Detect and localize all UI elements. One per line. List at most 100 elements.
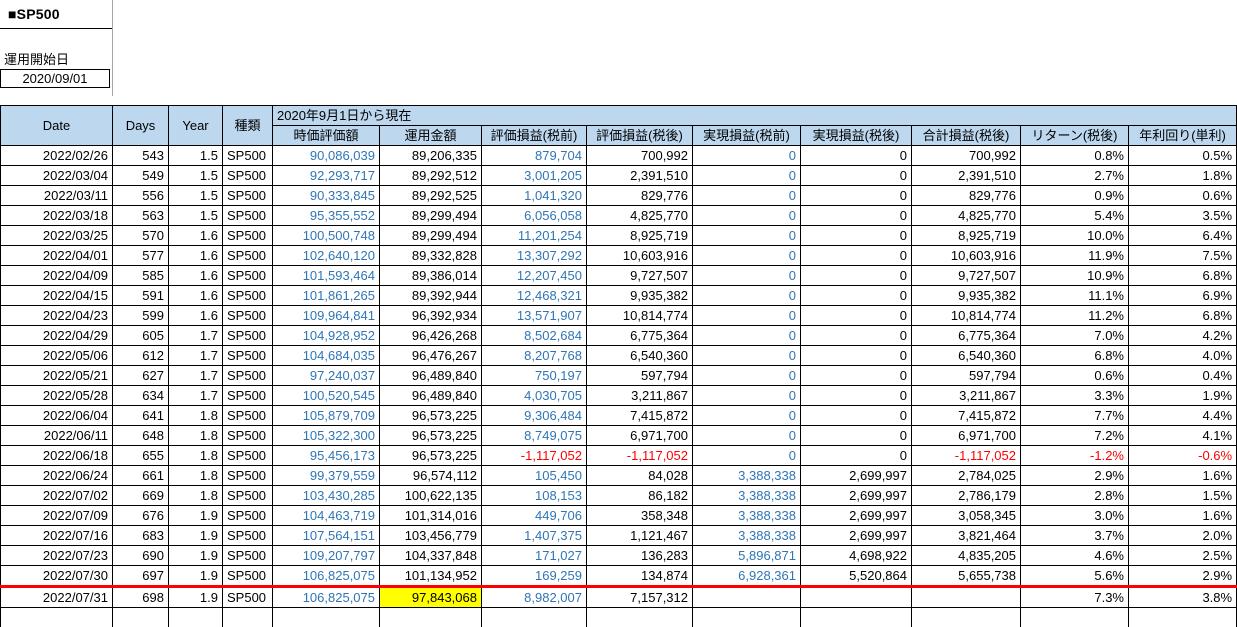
start-date-value-cell[interactable]: 2020/09/01	[0, 69, 110, 88]
col-header-unrealized-pretax[interactable]: 評価損益(税前)	[482, 126, 587, 146]
cell-empty[interactable]	[223, 608, 273, 627]
cell-invested-amount[interactable]: 89,392,944	[380, 286, 482, 306]
cell-unrealized-posttax[interactable]: -1,117,052	[587, 446, 693, 466]
cell-unrealized-pretax[interactable]: 8,502,684	[482, 326, 587, 346]
cell-return-posttax[interactable]: 2.7%	[1021, 166, 1129, 186]
cell-realized-posttax[interactable]: 0	[801, 226, 912, 246]
cell-invested-amount[interactable]: 96,426,268	[380, 326, 482, 346]
cell-invested-amount[interactable]: 96,574,112	[380, 466, 482, 486]
cell-kind[interactable]: SP500	[223, 286, 273, 306]
cell-kind[interactable]: SP500	[223, 426, 273, 446]
cell-market-value[interactable]: 105,322,300	[273, 426, 380, 446]
cell-total-posttax[interactable]: -1,117,052	[912, 446, 1021, 466]
cell-date[interactable]: 2022/04/29	[1, 326, 113, 346]
cell-annual-yield[interactable]: 7.5%	[1129, 246, 1237, 266]
col-header-total-posttax[interactable]: 合計損益(税後)	[912, 126, 1021, 146]
cell-total-posttax[interactable]: 8,925,719	[912, 226, 1021, 246]
cell-invested-amount[interactable]: 89,292,525	[380, 186, 482, 206]
cell-total-posttax[interactable]: 10,603,916	[912, 246, 1021, 266]
cell-annual-yield[interactable]: 1.9%	[1129, 386, 1237, 406]
cell-realized-pretax[interactable]: 0	[693, 226, 801, 246]
cell-year[interactable]: 1.6	[169, 286, 223, 306]
cell-year[interactable]: 1.9	[169, 546, 223, 566]
cell-kind[interactable]: SP500	[223, 306, 273, 326]
cell-realized-posttax[interactable]: 0	[801, 346, 912, 366]
cell-unrealized-posttax[interactable]: 9,727,507	[587, 266, 693, 286]
cell-realized-posttax[interactable]: 0	[801, 146, 912, 166]
cell-date[interactable]: 2022/07/16	[1, 526, 113, 546]
cell-annual-yield[interactable]: 1.6%	[1129, 506, 1237, 526]
cell-unrealized-posttax[interactable]: 597,794	[587, 366, 693, 386]
cell-market-value[interactable]: 95,355,552	[273, 206, 380, 226]
cell-unrealized-pretax[interactable]: 9,306,484	[482, 406, 587, 426]
cell-invested-amount[interactable]: 101,314,016	[380, 506, 482, 526]
cell-year[interactable]: 1.5	[169, 186, 223, 206]
cell-unrealized-pretax[interactable]: 8,982,007	[482, 587, 587, 608]
cell-annual-yield[interactable]: 0.5%	[1129, 146, 1237, 166]
cell-unrealized-posttax[interactable]: 829,776	[587, 186, 693, 206]
cell-unrealized-pretax[interactable]: 11,201,254	[482, 226, 587, 246]
cell-kind[interactable]: SP500	[223, 406, 273, 426]
cell-year[interactable]: 1.8	[169, 446, 223, 466]
cell-date[interactable]: 2022/07/09	[1, 506, 113, 526]
cell-realized-pretax[interactable]	[693, 587, 801, 608]
cell-market-value[interactable]: 90,333,845	[273, 186, 380, 206]
cell-year[interactable]: 1.8	[169, 406, 223, 426]
cell-date[interactable]: 2022/05/28	[1, 386, 113, 406]
cell-realized-posttax[interactable]: 0	[801, 446, 912, 466]
cell-kind[interactable]: SP500	[223, 146, 273, 166]
cell-market-value[interactable]: 104,684,035	[273, 346, 380, 366]
cell-total-posttax[interactable]: 7,415,872	[912, 406, 1021, 426]
cell-realized-posttax[interactable]: 0	[801, 246, 912, 266]
cell-total-posttax[interactable]: 2,784,025	[912, 466, 1021, 486]
col-header-market-value[interactable]: 時価評価額	[273, 126, 380, 146]
cell-days[interactable]: 698	[113, 587, 169, 608]
cell-days[interactable]: 655	[113, 446, 169, 466]
cell-unrealized-pretax[interactable]: 108,153	[482, 486, 587, 506]
cell-date[interactable]: 2022/04/01	[1, 246, 113, 266]
cell-unrealized-posttax[interactable]: 7,415,872	[587, 406, 693, 426]
cell-invested-amount[interactable]: 103,456,779	[380, 526, 482, 546]
cell-year[interactable]: 1.8	[169, 426, 223, 446]
cell-realized-pretax[interactable]: 0	[693, 446, 801, 466]
cell-realized-posttax[interactable]: 0	[801, 186, 912, 206]
cell-invested-amount[interactable]: 89,292,512	[380, 166, 482, 186]
cell-realized-posttax[interactable]: 0	[801, 326, 912, 346]
cell-market-value[interactable]: 99,379,559	[273, 466, 380, 486]
cell-kind[interactable]: SP500	[223, 546, 273, 566]
cell-total-posttax[interactable]: 6,540,360	[912, 346, 1021, 366]
cell-return-posttax[interactable]: 7.2%	[1021, 426, 1129, 446]
cell-total-posttax[interactable]: 10,814,774	[912, 306, 1021, 326]
cell-date[interactable]: 2022/02/26	[1, 146, 113, 166]
cell-unrealized-posttax[interactable]: 700,992	[587, 146, 693, 166]
cell-realized-pretax[interactable]: 6,928,361	[693, 566, 801, 587]
col-header-invested-amount[interactable]: 運用金額	[380, 126, 482, 146]
cell-unrealized-pretax[interactable]: 879,704	[482, 146, 587, 166]
cell-realized-pretax[interactable]: 0	[693, 146, 801, 166]
cell-year[interactable]: 1.8	[169, 486, 223, 506]
cell-market-value[interactable]: 104,463,719	[273, 506, 380, 526]
cell-empty[interactable]	[169, 608, 223, 627]
col-header-return-posttax[interactable]: リターン(税後)	[1021, 126, 1129, 146]
cell-year[interactable]: 1.7	[169, 346, 223, 366]
cell-unrealized-posttax[interactable]: 134,874	[587, 566, 693, 587]
cell-market-value[interactable]: 106,825,075	[273, 587, 380, 608]
cell-realized-pretax[interactable]: 0	[693, 426, 801, 446]
cell-return-posttax[interactable]: 0.6%	[1021, 366, 1129, 386]
cell-realized-pretax[interactable]: 0	[693, 306, 801, 326]
cell-realized-pretax[interactable]: 0	[693, 206, 801, 226]
cell-unrealized-pretax[interactable]: 169,259	[482, 566, 587, 587]
cell-date[interactable]: 2022/05/06	[1, 346, 113, 366]
cell-return-posttax[interactable]: 11.9%	[1021, 246, 1129, 266]
cell-kind[interactable]: SP500	[223, 186, 273, 206]
cell-unrealized-pretax[interactable]: 750,197	[482, 366, 587, 386]
cell-market-value[interactable]: 109,207,797	[273, 546, 380, 566]
cell-total-posttax[interactable]: 829,776	[912, 186, 1021, 206]
col-header-days[interactable]: Days	[113, 106, 169, 146]
cell-date[interactable]: 2022/06/11	[1, 426, 113, 446]
cell-return-posttax[interactable]: 0.9%	[1021, 186, 1129, 206]
cell-return-posttax[interactable]: 3.3%	[1021, 386, 1129, 406]
cell-return-posttax[interactable]: 7.3%	[1021, 587, 1129, 608]
cell-year[interactable]: 1.7	[169, 366, 223, 386]
cell-unrealized-posttax[interactable]: 136,283	[587, 546, 693, 566]
